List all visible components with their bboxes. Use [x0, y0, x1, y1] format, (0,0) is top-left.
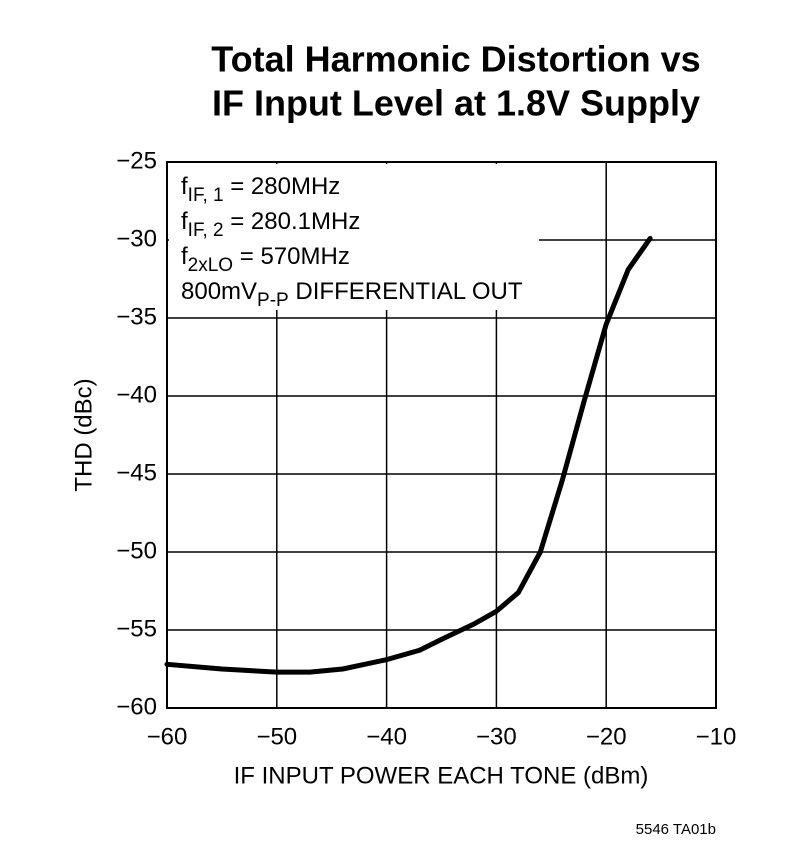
annotation-text: f — [181, 173, 188, 200]
annotation-subscript: 2xLO — [188, 255, 233, 276]
y-tick-label: −40 — [116, 381, 157, 408]
x-tick-label: −30 — [476, 723, 517, 750]
annotation-subscript: P-P — [257, 290, 289, 311]
annotation: fIF, 2 = 280.1MHz — [181, 208, 360, 241]
y-tick-label: −55 — [116, 615, 157, 642]
y-tick-label: −25 — [116, 147, 157, 174]
data-line — [164, 235, 653, 675]
annotation-subscript: IF, 2 — [188, 220, 224, 241]
chart-title: IF Input Level at 1.8V Supply — [212, 83, 700, 124]
y-tick-label: −50 — [116, 537, 157, 564]
y-tick-label: −45 — [116, 459, 157, 486]
annotation: f2xLO = 570MHz — [181, 243, 350, 276]
y-axis-label: THD (dBc) — [70, 378, 97, 491]
x-tick-label: −50 — [256, 723, 297, 750]
x-tick-label: −40 — [366, 723, 407, 750]
y-tick-label: −35 — [116, 303, 157, 330]
annotation-text: f — [181, 208, 188, 235]
x-tick-label: −10 — [696, 723, 737, 750]
x-tick-label: −60 — [147, 723, 188, 750]
annotation-text: = 280.1MHz — [224, 208, 361, 235]
y-tick-label: −60 — [116, 693, 157, 720]
annotation-subscript: IF, 1 — [188, 185, 224, 206]
annotation-background — [169, 164, 539, 310]
annotation: 800mVP-P DIFFERENTIAL OUT — [181, 278, 523, 311]
y-tick-label: −30 — [116, 225, 157, 252]
annotation-text: f — [181, 243, 188, 270]
footnote: 5546 TA01b — [636, 821, 716, 838]
annotation-text: DIFFERENTIAL OUT — [289, 278, 523, 305]
annotation: fIF, 1 = 280MHz — [181, 173, 340, 206]
annotation-text: = 280MHz — [224, 173, 341, 200]
annotation-text: = 570MHz — [233, 243, 350, 270]
x-axis-label: IF INPUT POWER EACH TONE (dBm) — [234, 762, 649, 789]
x-tick-label: −20 — [586, 723, 627, 750]
chart-title: Total Harmonic Distortion vs — [211, 39, 700, 80]
annotation-text: 800mV — [181, 278, 257, 305]
